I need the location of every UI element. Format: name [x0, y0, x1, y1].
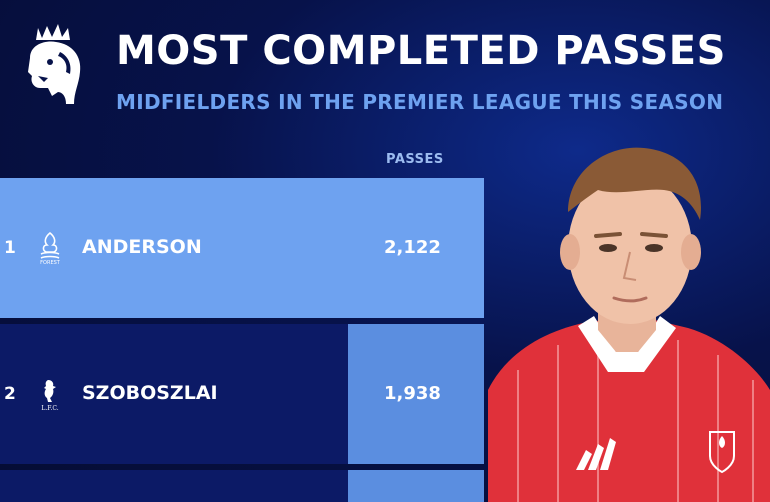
club-badge-on-shirt-icon: [709, 431, 735, 474]
page-subtitle: MIDFIELDERS IN THE PREMIER LEAGUE THIS S…: [116, 90, 724, 114]
bar-2: [348, 324, 484, 464]
value-label-1: 2,122: [384, 237, 441, 258]
bar-1: [0, 178, 484, 318]
chart-row-3-partial: [0, 470, 484, 502]
page-title: MOST COMPLETED PASSES: [116, 28, 726, 74]
svg-text:FOREST: FOREST: [40, 260, 61, 266]
rank-label-2: 2: [4, 384, 16, 404]
player-name-2: SZOBOSZLAI: [82, 382, 218, 404]
svg-text:L.F.C.: L.F.C.: [41, 405, 58, 412]
liverpool-crest-icon: L.F.C.: [41, 380, 59, 412]
rank-label-1: 1: [4, 238, 16, 258]
chart-row-2: 2 L.F.C. SZOBOSZLAI 1,938: [0, 324, 484, 464]
chart-row-1: 1 FOREST ANDERSON 2,122: [0, 178, 484, 318]
player-name-1: ANDERSON: [82, 236, 202, 258]
value-label-2: 1,938: [384, 383, 441, 404]
player-photo: [488, 147, 770, 502]
value-column-header: PASSES: [386, 152, 444, 167]
bar-3: [348, 470, 484, 502]
nottingham-forest-crest-icon: FOREST: [40, 231, 61, 266]
premier-league-logo-icon: [28, 24, 81, 104]
